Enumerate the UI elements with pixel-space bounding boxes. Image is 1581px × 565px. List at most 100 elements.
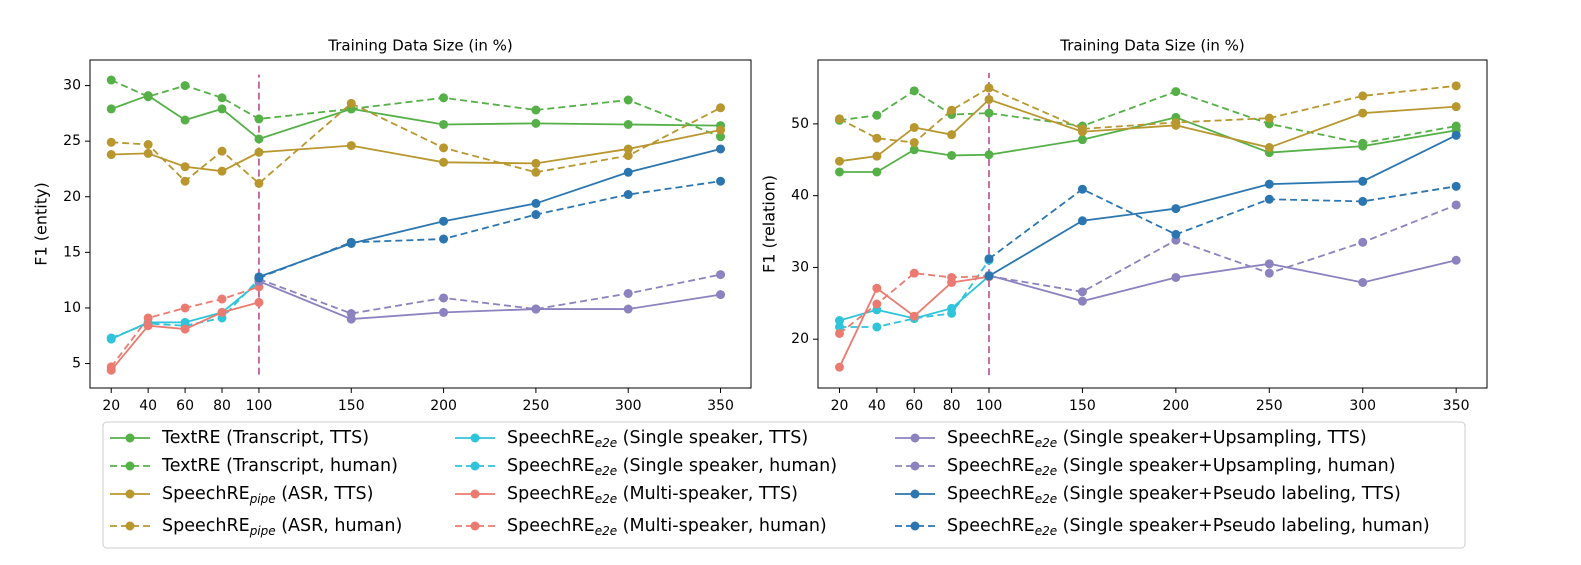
legend-label-part: (Single speaker, TTS) [617,428,808,448]
point [1451,130,1461,140]
point [217,93,227,103]
point [106,137,116,147]
point [1171,229,1181,239]
legend-label-part: (Single speaker+Pseudo labeling, human) [1057,516,1430,536]
x-tick-label: 200 [430,398,457,414]
y-tick-label: 20 [791,331,809,347]
point [531,198,541,208]
legend-label: SpeechREpipe (ASR, human) [162,516,402,538]
x-tick-label: 100 [976,398,1003,414]
legend-label: TextRE (Transcript, human) [161,456,398,476]
y-tick-label: 30 [791,259,809,275]
point [834,362,844,372]
legend-label-part: e2e [1035,436,1057,450]
x-tick-label: 40 [868,398,886,414]
point [984,254,994,264]
legend-label: SpeechREe2e (Single speaker+Upsampling, … [947,428,1367,450]
legend-label-part: e2e [1035,524,1057,538]
legend-marker [910,521,920,531]
point [439,307,449,317]
legend-label-part: (Multi-speaker, TTS) [617,484,798,504]
point [1264,268,1274,278]
series-line [258,280,721,320]
series-line [988,185,1457,260]
x-tick-label: 200 [1162,398,1189,414]
point [531,105,541,115]
y-tick-label: 10 [63,300,81,316]
point [143,140,153,150]
point [217,294,227,304]
point [716,103,726,113]
y-tick-label: 5 [72,356,81,372]
series-line [839,89,1457,145]
point [1358,196,1368,206]
legend-label-part: SpeechRE [947,456,1035,476]
legend-label-part: TextRE (Transcript, TTS) [161,428,369,448]
legend-label: SpeechREe2e (Single speaker+Upsampling, … [947,456,1396,478]
point [909,138,919,148]
point [217,166,227,176]
legend-label: SpeechREe2e (Single speaker, human) [507,456,837,478]
point [872,299,882,309]
legend-label: SpeechREe2e (Single speaker+Pseudo label… [947,484,1401,506]
point [1264,194,1274,204]
legend-label-part: e2e [595,524,617,538]
point [1171,204,1181,214]
point [143,321,153,331]
point [909,145,919,155]
point [439,216,449,226]
point [1077,287,1087,297]
point [346,98,356,108]
point [180,303,190,313]
point [623,288,633,298]
point [984,94,994,104]
legend-marker [125,521,135,531]
series-line [839,98,1457,163]
point [217,104,227,114]
point [623,151,633,161]
point [346,237,356,247]
point [716,270,726,280]
legend-marker [125,433,135,443]
point [254,297,264,307]
point [909,86,919,96]
point [716,144,726,154]
legend-label-part: (Single speaker, human) [617,456,837,476]
point [834,322,844,332]
legend-label: TextRE (Transcript, TTS) [161,428,369,448]
point [1264,113,1274,123]
x-tick-label: 60 [905,398,923,414]
legend-marker [470,433,480,443]
point [834,114,844,124]
x-tick-label: 80 [943,398,961,414]
point [1451,121,1461,131]
point [984,108,994,118]
series-line [110,79,721,138]
point [143,313,153,323]
point [872,151,882,161]
series-line [258,180,721,279]
legend-label-part: TextRE (Transcript, human) [161,456,398,476]
point [872,110,882,120]
x-tick-label: 150 [338,398,365,414]
point [1451,255,1461,265]
legend-label: SpeechREe2e (Single speaker+Pseudo label… [947,516,1430,538]
point [180,162,190,172]
legend-label: SpeechREpipe (ASR, TTS) [162,484,373,506]
point [872,133,882,143]
legend-label-part: e2e [595,464,617,478]
y-tick-label: 25 [63,133,81,149]
point [106,75,116,85]
point [947,308,957,318]
legend-marker [470,521,480,531]
series-line [110,94,721,140]
point [531,304,541,314]
point [1451,102,1461,112]
x-tick-label: 350 [707,398,734,414]
legend-label-part: (Single speaker+Pseudo labeling, TTS) [1057,484,1401,504]
point [623,95,633,105]
legend-marker [910,433,920,443]
point [254,178,264,188]
legend-label-part: (Single speaker+Upsampling, TTS) [1057,428,1367,448]
